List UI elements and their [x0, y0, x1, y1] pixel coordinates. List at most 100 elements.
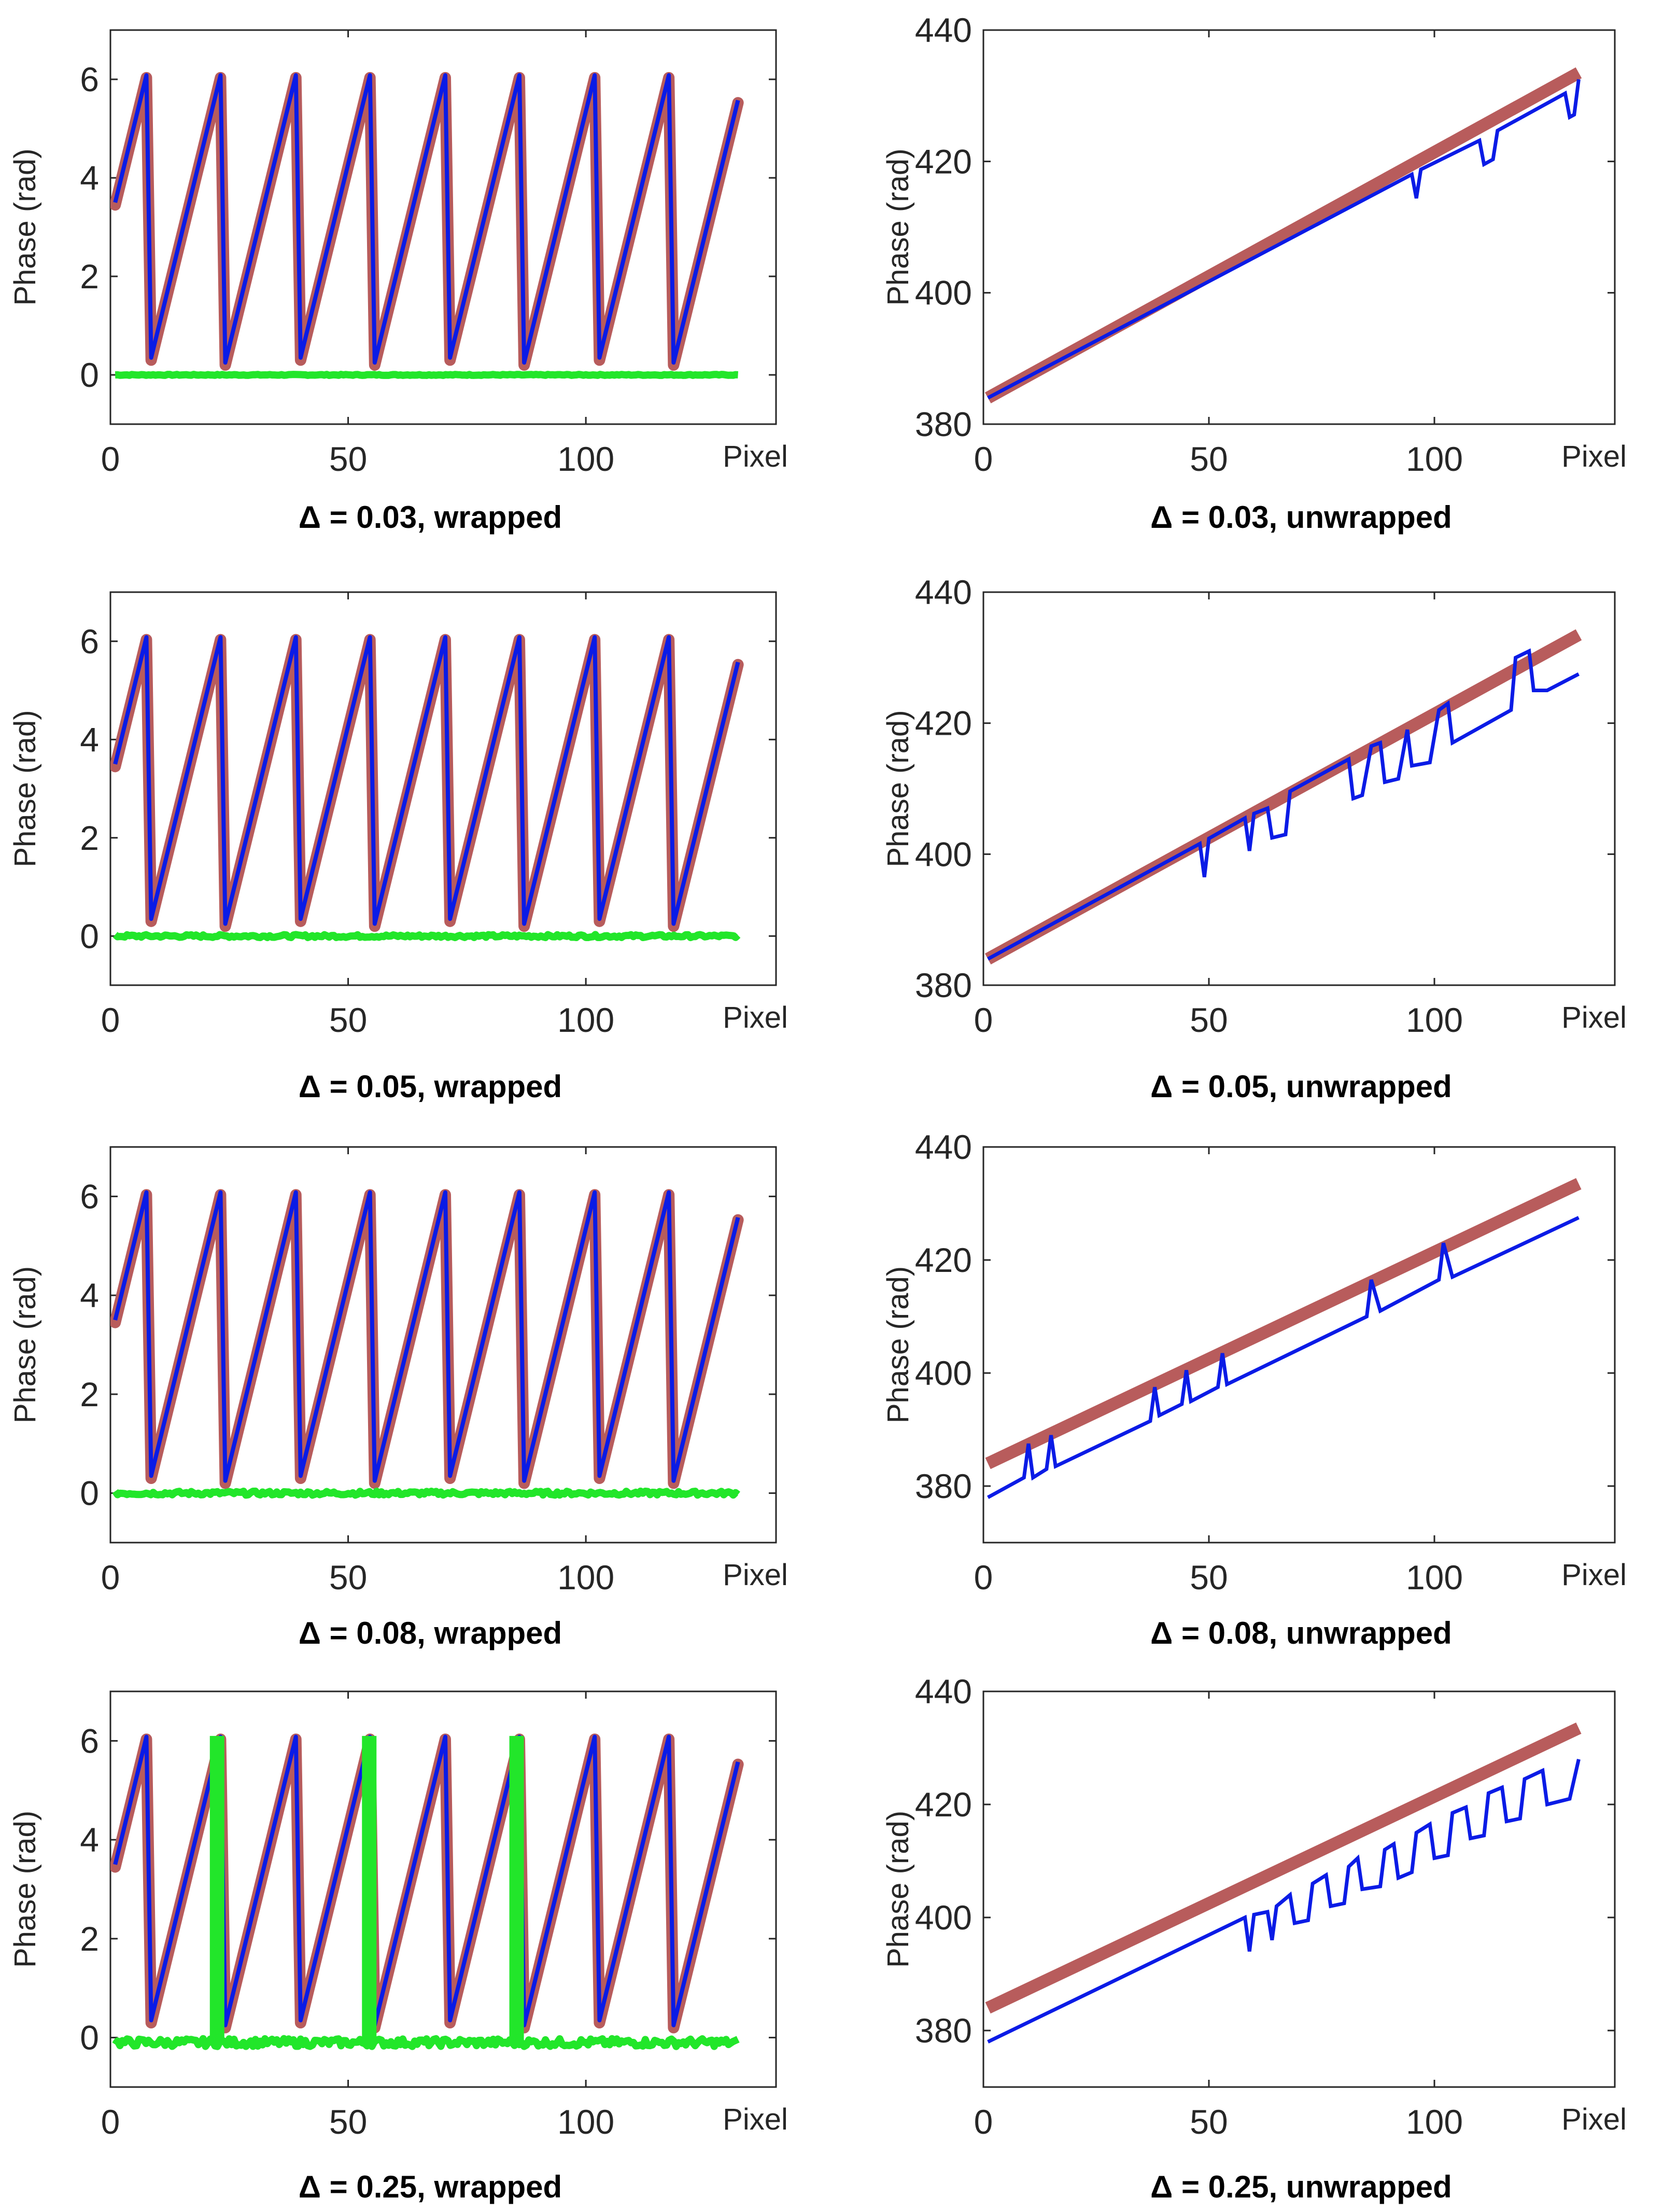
panel-unwrapped-0: 0 50 100 380 400 420 440 Pixel Phase (rad) Δ = 0.… — [881, 11, 1627, 535]
axes-box — [109, 591, 777, 986]
y-tick-label: 420 — [915, 1785, 972, 1824]
error-spike — [362, 1735, 377, 2043]
x-tick-label: 0 — [974, 1558, 993, 1597]
x-tick-label: 0 — [101, 440, 120, 478]
series-error — [112, 931, 741, 942]
axes-box — [982, 1690, 1616, 2088]
y-tick-label: 4 — [80, 720, 99, 759]
series-reference — [985, 1178, 1582, 1469]
x-tick-label: 50 — [329, 440, 367, 478]
y-tick-label: 380 — [915, 405, 972, 443]
panel-caption: Δ = 0.25, unwrapped — [1150, 2169, 1452, 2204]
panel-unwrapped-2: 0 50 100 380 400 420 440 Pixel Phase (rad) Δ = 0.… — [881, 1128, 1627, 1650]
x-tick-label: 100 — [557, 440, 614, 478]
axes-box — [982, 591, 1616, 986]
x-axis-label: Pixel — [723, 1001, 788, 1034]
panel-caption: Δ = 0.08, unwrapped — [1150, 1616, 1452, 1650]
y-tick-label: 400 — [915, 835, 972, 873]
series-measured — [113, 73, 740, 365]
x-axis-label: Pixel — [1561, 1001, 1627, 1034]
series-measured — [987, 79, 1581, 400]
y-tick-label: 400 — [915, 1898, 972, 1937]
axes-box — [982, 1146, 1616, 1544]
y-tick-label: 420 — [915, 704, 972, 743]
x-axis-label: Pixel — [1561, 2103, 1627, 2136]
panel-unwrapped-3: 0 50 100 380 400 420 440 Pixel Phase (rad) Δ = 0.… — [881, 1672, 1627, 2204]
y-axis-label: Phase (rad) — [8, 1266, 42, 1423]
panel-caption: Δ = 0.05, unwrapped — [1150, 1069, 1452, 1104]
series-error — [112, 1487, 740, 1499]
axes-box — [109, 29, 777, 425]
panel-wrapped-2: 0 50 100 0 2 4 6 Pixel Phase (rad) Δ = 0.08, wrap… — [8, 1146, 788, 1650]
y-axis-label: Phase (rad) — [881, 1811, 915, 1968]
axes-box — [109, 1146, 777, 1544]
y-tick-label: 0 — [80, 1474, 99, 1513]
y-tick-label: 440 — [915, 1672, 972, 1711]
y-tick-label: 4 — [80, 1276, 99, 1314]
y-tick-label: 380 — [915, 1467, 972, 1505]
series-measured — [113, 1190, 740, 1483]
error-spike — [209, 1735, 224, 2043]
y-tick-label: 6 — [80, 1721, 99, 1760]
y-tick-label: 0 — [80, 917, 99, 955]
axes-box — [109, 1690, 777, 2088]
x-tick-label: 100 — [557, 1558, 614, 1597]
y-tick-label: 380 — [915, 966, 972, 1004]
y-tick-label: 0 — [80, 2019, 99, 2057]
series-measured — [987, 1759, 1581, 2043]
panel-caption: Δ = 0.03, wrapped — [299, 500, 562, 535]
y-tick-label: 2 — [80, 257, 99, 296]
y-axis-label: Phase (rad) — [881, 710, 915, 867]
y-tick-label: 2 — [80, 819, 99, 857]
x-axis-label: Pixel — [723, 440, 788, 473]
x-tick-label: 50 — [329, 1558, 367, 1597]
series-measured — [113, 635, 740, 926]
x-axis-label: Pixel — [1561, 1558, 1627, 1592]
panel-caption: Δ = 0.03, unwrapped — [1150, 500, 1452, 535]
y-axis-label: Phase (rad) — [8, 148, 42, 305]
series-measured — [987, 648, 1580, 961]
x-tick-label: 50 — [1190, 2103, 1228, 2141]
x-tick-label: 100 — [1406, 2103, 1463, 2141]
y-tick-label: 380 — [915, 2011, 972, 2050]
panel-caption: Δ = 0.08, wrapped — [299, 1616, 562, 1650]
series-measured — [987, 1216, 1580, 1499]
panel-unwrapped-1: 0 50 100 380 400 420 440 Pixel Phase (rad) Δ = 0.… — [881, 573, 1627, 1104]
x-tick-label: 0 — [974, 440, 993, 478]
x-tick-label: 0 — [101, 1558, 120, 1597]
x-tick-label: 50 — [1190, 1001, 1228, 1039]
x-tick-label: 100 — [557, 2103, 614, 2141]
x-tick-label: 0 — [974, 1001, 993, 1039]
y-tick-label: 2 — [80, 1375, 99, 1413]
panel-wrapped-1: 0 50 100 0 2 4 6 Pixel Phase (rad) Δ = 0.05, wrap… — [8, 591, 788, 1104]
y-tick-label: 4 — [80, 159, 99, 197]
y-axis-label: Phase (rad) — [881, 148, 915, 305]
y-tick-label: 6 — [80, 1177, 99, 1215]
x-axis-label: Pixel — [1561, 440, 1627, 473]
x-tick-label: 100 — [557, 1001, 614, 1039]
panel-caption: Δ = 0.25, wrapped — [299, 2169, 562, 2204]
x-tick-label: 50 — [1190, 1558, 1228, 1597]
error-spike — [509, 1735, 524, 2043]
y-tick-label: 2 — [80, 1920, 99, 1958]
x-tick-label: 50 — [329, 2103, 367, 2141]
x-tick-label: 100 — [1406, 1001, 1463, 1039]
y-tick-label: 6 — [80, 60, 99, 99]
series-reference — [985, 1723, 1582, 2014]
x-tick-label: 100 — [1406, 1558, 1463, 1597]
x-tick-label: 0 — [101, 1001, 120, 1039]
series-reference — [984, 67, 1582, 403]
y-tick-label: 440 — [915, 573, 972, 611]
panel-caption: Δ = 0.05, wrapped — [299, 1069, 562, 1104]
x-tick-label: 50 — [329, 1001, 367, 1039]
x-tick-label: 50 — [1190, 440, 1228, 478]
x-axis-label: Pixel — [723, 2103, 788, 2136]
y-axis-label: Phase (rad) — [8, 710, 42, 867]
series-error — [112, 2035, 740, 2050]
y-tick-label: 400 — [915, 274, 972, 312]
y-tick-label: 420 — [915, 1241, 972, 1279]
panel-wrapped-3: 0 50 100 0 2 4 6 Pixel Phase (rad) Δ = 0.25, wrap… — [8, 1690, 788, 2204]
y-tick-label: 400 — [915, 1354, 972, 1392]
y-tick-label: 440 — [915, 1128, 972, 1166]
